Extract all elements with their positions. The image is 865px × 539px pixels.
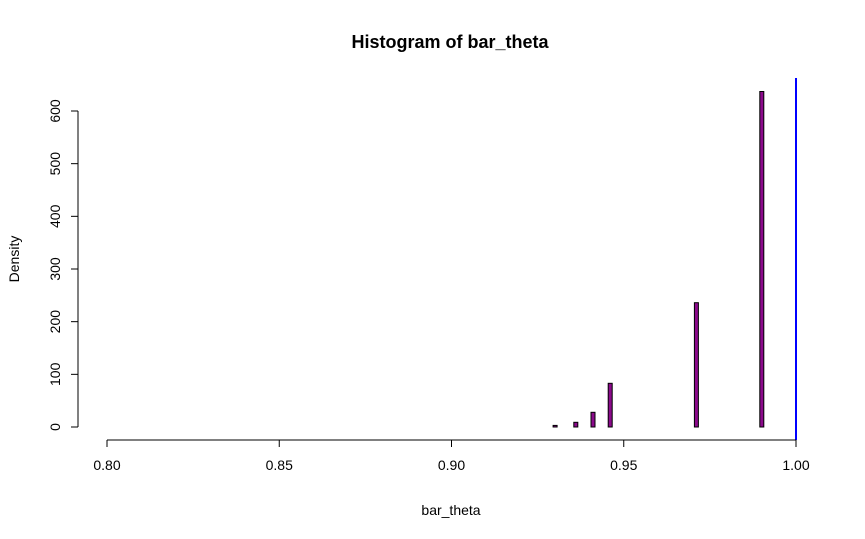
y-tick-label: 500 <box>47 152 63 176</box>
x-axis: 0.80 0.85 0.90 0.95 1.00 <box>93 439 810 473</box>
y-tick-label: 200 <box>47 310 63 334</box>
histogram-bar <box>607 382 613 428</box>
y-axis-label: Density <box>6 236 22 283</box>
histogram-bar <box>759 91 765 428</box>
y-tick-label: 300 <box>47 257 63 281</box>
x-tick-label: 0.90 <box>438 457 465 473</box>
x-tick-label: 1.00 <box>782 457 809 473</box>
histogram-bars <box>552 91 765 428</box>
x-axis-label: bar_theta <box>421 502 480 518</box>
x-tick-label: 0.80 <box>93 457 120 473</box>
y-tick-label: 600 <box>47 99 63 123</box>
chart-title: Histogram of bar_theta <box>351 32 549 52</box>
x-tick-label: 0.85 <box>266 457 293 473</box>
y-tick-label: 0 <box>47 423 63 431</box>
x-tick-label: 0.95 <box>610 457 637 473</box>
histogram-bar <box>573 421 579 428</box>
y-axis: 0 100 200 300 400 500 600 <box>47 99 79 431</box>
histogram-bar <box>552 424 558 428</box>
y-tick-label: 100 <box>47 362 63 386</box>
histogram-bar <box>693 302 699 428</box>
y-tick-label: 400 <box>47 204 63 228</box>
histogram-bar <box>590 411 596 428</box>
